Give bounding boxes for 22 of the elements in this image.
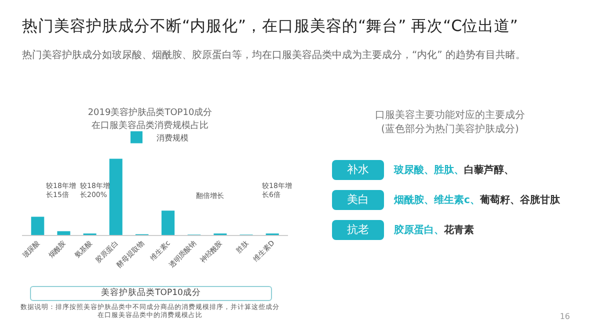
- text: 热门美容护肤成分不断“内服化”，在口服美容的“舞台” 再次“C位出道”: [22, 16, 518, 37]
- category-label: 美白: [332, 190, 384, 210]
- bar: [162, 210, 175, 235]
- text: 葡萄籽、谷胱甘肽: [480, 195, 560, 206]
- text: 白藜芦醇、: [464, 165, 514, 176]
- category-label: 补水: [332, 160, 384, 180]
- text: 16: [560, 312, 570, 321]
- x-axis-title: 美容护肤品类TOP10成分: [30, 286, 272, 301]
- text: 烟酰胺、维生素c、: [394, 195, 480, 206]
- chart-subtitle: 在口服美容品类消费规模占比: [90, 120, 210, 132]
- text: 热门美容护肤成分如玻尿酸、烟酰胺、胶原蛋白等，均在口服美容品类中成为主要成分，“内化” 的趋势有目共睹。: [22, 48, 526, 62]
- text: 胶原蛋白、: [394, 225, 444, 236]
- text: (蓝色部分为热门美容护肤成分): [380, 122, 520, 136]
- text: 花青素: [444, 225, 474, 236]
- bar: [31, 216, 44, 235]
- bar: [57, 231, 70, 235]
- bar: [109, 158, 122, 235]
- legend-label: 消费规模: [156, 133, 188, 142]
- chart-title: 2019美容护肤品类TOP10成分: [86, 106, 214, 119]
- category-label: 抗老: [332, 220, 384, 240]
- text: 口服美容主要功能对应的主要成分: [374, 108, 526, 122]
- text: 玻尿酸、胜肽、: [394, 165, 464, 176]
